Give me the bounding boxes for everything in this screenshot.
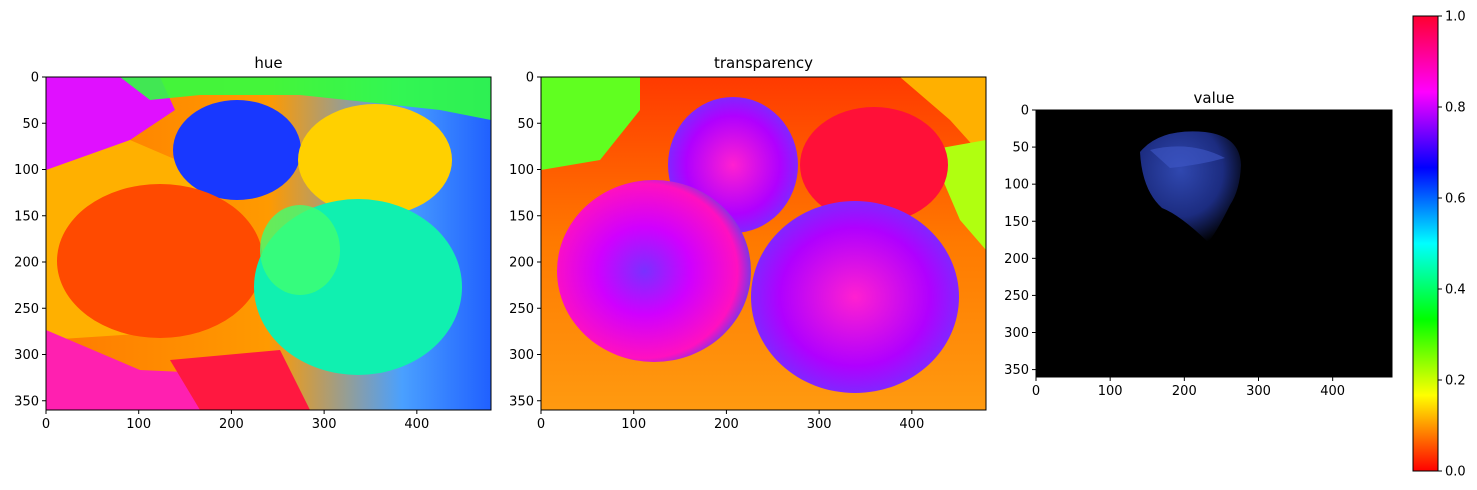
hue-region-top-left — [46, 77, 175, 175]
y-tick-label: 150 — [14, 209, 39, 224]
y-tick-label: 50 — [1012, 141, 1029, 156]
heatmap-value — [1036, 110, 1392, 377]
colorbar-axis: 0.0 0.2 0.4 0.6 0.8 1.0 — [1438, 10, 1466, 480]
y-tick-label: 200 — [14, 256, 39, 271]
y-axis-value: 0 50 100 150 200 250 300 350 — [1004, 104, 1036, 378]
y-tick-label: 200 — [509, 256, 534, 271]
y-tick-label: 300 — [14, 348, 39, 363]
y-tick-label: 100 — [1004, 178, 1029, 193]
panel-transparency: transparency 0 100 200 300 400 0 50 100 150 200 2… — [509, 54, 987, 432]
x-axis-value: 0 100 200 300 400 — [1032, 377, 1345, 399]
x-axis-transparency: 0 100 200 300 400 — [537, 410, 924, 432]
y-tick-label: 0 — [31, 71, 39, 86]
colorbar-tick-label: 0.6 — [1445, 192, 1466, 207]
heatmap-hue — [46, 77, 491, 410]
y-tick-label: 150 — [1004, 215, 1029, 230]
x-axis-hue: 0 100 200 300 400 — [42, 410, 429, 432]
axes-frame-transparency — [540, 76, 987, 411]
colorbar-gradient — [1413, 16, 1438, 471]
y-tick-label: 350 — [14, 394, 39, 409]
colorbar-frame — [1412, 15, 1439, 472]
y-tick-label: 200 — [1004, 252, 1029, 267]
x-tick-label: 0 — [537, 417, 545, 432]
colorbar-tick-label: 0.4 — [1445, 283, 1466, 298]
y-tick-label: 350 — [509, 394, 534, 409]
hue-bag-cyan-edge — [260, 205, 340, 295]
x-tick-label: 200 — [219, 417, 244, 432]
heatmap-transparency — [541, 77, 986, 410]
y-axis-hue: 0 50 100 150 200 250 300 350 — [14, 71, 46, 409]
x-tick-label: 200 — [1172, 384, 1197, 399]
y-tick-label: 350 — [1004, 363, 1029, 378]
y-tick-label: 100 — [509, 163, 534, 178]
panel-title-value: value — [1194, 89, 1235, 107]
trans-bag-bottom-right — [751, 201, 959, 393]
panel-hue: hue 0 100 200 300 400 0 50 100 150 200 250 300 350 — [14, 54, 492, 432]
x-tick-label: 400 — [404, 417, 429, 432]
y-tick-label: 0 — [1021, 104, 1029, 119]
y-axis-transparency: 0 50 100 150 200 250 300 350 — [509, 71, 541, 409]
y-tick-label: 250 — [509, 302, 534, 317]
x-tick-label: 300 — [312, 417, 337, 432]
colorbar-tick-label: 1.0 — [1445, 10, 1466, 25]
x-tick-label: 100 — [126, 417, 151, 432]
y-tick-label: 150 — [509, 209, 534, 224]
hue-region-top-band — [120, 77, 491, 120]
panel-title-transparency: transparency — [714, 54, 813, 72]
y-tick-label: 250 — [1004, 289, 1029, 304]
x-tick-label: 100 — [1098, 384, 1123, 399]
y-tick-label: 300 — [509, 348, 534, 363]
x-tick-label: 100 — [621, 417, 646, 432]
y-tick-label: 250 — [14, 302, 39, 317]
trans-bag-bottom-left — [557, 180, 751, 362]
y-tick-label: 0 — [526, 71, 534, 86]
x-tick-label: 200 — [714, 417, 739, 432]
hue-region-bottom-red — [170, 350, 310, 410]
x-tick-label: 0 — [1032, 384, 1040, 399]
value-bag-highlight — [1150, 146, 1225, 168]
colorbar-tick-label: 0.2 — [1445, 374, 1466, 389]
hue-bag-orange — [57, 184, 263, 338]
y-tick-label: 50 — [517, 117, 534, 132]
y-tick-label: 100 — [14, 163, 39, 178]
hue-bag-yellow — [298, 104, 452, 216]
hue-bag-blue — [173, 100, 301, 200]
x-tick-label: 400 — [899, 417, 924, 432]
trans-region-upper-left — [541, 77, 640, 170]
colorbar: 0.0 0.2 0.4 0.6 0.8 1.0 — [1412, 10, 1466, 480]
trans-region-top-right — [900, 77, 986, 160]
trans-bag-top-right — [800, 107, 948, 223]
panel-title-hue: hue — [254, 54, 282, 72]
colorbar-tick-label: 0.0 — [1445, 465, 1466, 480]
axes-frame-hue — [45, 76, 492, 411]
x-tick-label: 300 — [807, 417, 832, 432]
y-tick-label: 50 — [22, 117, 39, 132]
y-tick-label: 300 — [1004, 326, 1029, 341]
x-tick-label: 0 — [42, 417, 50, 432]
x-tick-label: 400 — [1320, 384, 1345, 399]
x-tick-label: 300 — [1246, 384, 1271, 399]
axes-frame-value — [1035, 109, 1393, 378]
colorbar-tick-label: 0.8 — [1445, 101, 1466, 116]
panel-value: value 0 100 200 300 400 0 50 100 150 200 250 300 35… — [1004, 89, 1393, 399]
